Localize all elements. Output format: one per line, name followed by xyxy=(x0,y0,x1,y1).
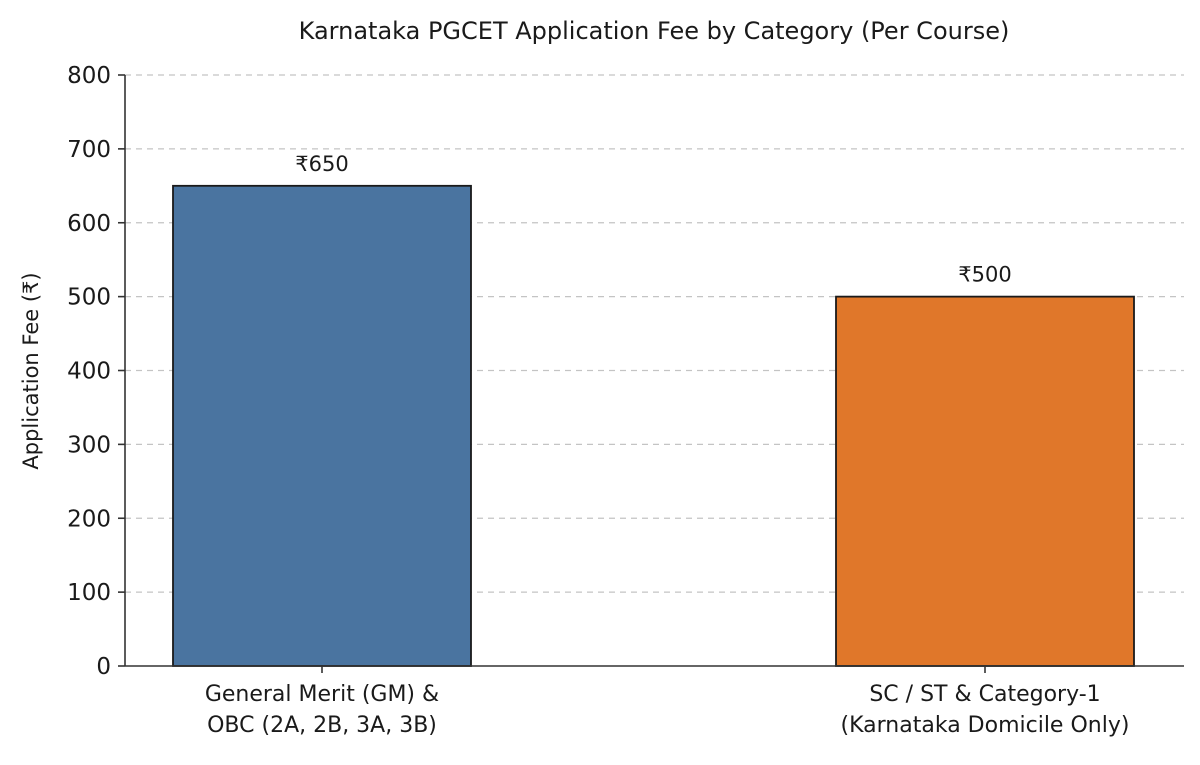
axes xyxy=(118,74,1184,673)
x-tick-label: OBC (2A, 2B, 3A, 3B) xyxy=(207,713,437,738)
y-tick-label: 800 xyxy=(67,63,111,89)
y-tick-label: 300 xyxy=(67,432,111,458)
y-tick-label: 600 xyxy=(67,211,111,237)
y-tick-label: 500 xyxy=(67,285,111,311)
y-tick-label: 700 xyxy=(67,137,111,163)
bar-value-label: ₹500 xyxy=(958,263,1011,287)
bar-2 xyxy=(835,295,1135,667)
bar-1 xyxy=(172,184,472,667)
y-tick-label: 400 xyxy=(67,359,111,385)
bar-value-label: ₹650 xyxy=(295,152,348,176)
x-tick-label: SC / ST & Category-1 xyxy=(869,682,1100,707)
labels: 0 100 200 300 400 500 600 700 800 ₹650 General Mer… xyxy=(67,63,1129,738)
y-axis-label: Application Fee (₹) xyxy=(19,272,43,469)
x-tick-label: General Merit (GM) & xyxy=(205,682,439,707)
y-tick-label: 100 xyxy=(67,580,111,606)
x-tick-label: (Karnataka Domicile Only) xyxy=(841,713,1130,738)
y-tick-label: 200 xyxy=(67,506,111,532)
chart-title: Karnataka PGCET Application Fee by Categ… xyxy=(299,17,1010,45)
bars xyxy=(172,184,1135,667)
y-tick-label: 0 xyxy=(96,654,111,680)
